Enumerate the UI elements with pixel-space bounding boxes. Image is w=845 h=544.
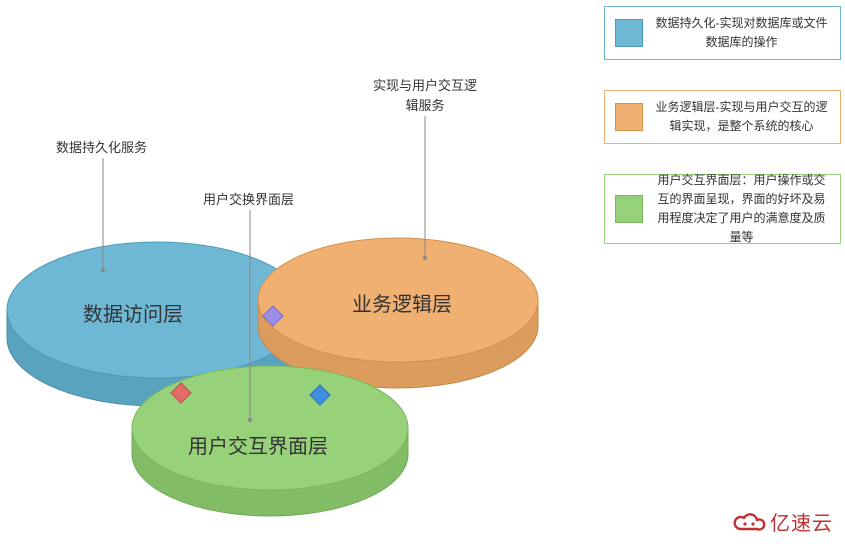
legend-swatch-ui — [615, 195, 643, 223]
callout-ui-exchange-label: 用户交换界面层 — [203, 190, 294, 210]
legend-user-interface: 用户交互界面层：用户操作或交互的界面呈现，界面的好坏及易用程度决定了用户的满意度… — [604, 174, 841, 244]
legend-swatch-business — [615, 103, 643, 131]
brand-text: 亿速云 — [770, 507, 833, 536]
legend-text-business: 业务逻辑层-实现与用户交互的逻辑实现，是整个系统的核心 — [653, 98, 830, 136]
legend-text-ui: 用户交互界面层：用户操作或交互的界面呈现，界面的好坏及易用程度决定了用户的满意度… — [653, 171, 830, 248]
diagram-canvas: 数据访问层 业务逻辑层 用户交互界面层 数据持久化服务 用户交换界面层 实现与用… — [0, 0, 845, 544]
legend-data-persistence: 数据持久化-实现对数据库或文件数据库的操作 — [604, 6, 841, 60]
disc-label-user-interface: 用户交互界面层 — [188, 430, 328, 459]
disc-label-data-access: 数据访问层 — [83, 298, 183, 327]
legend-business-logic: 业务逻辑层-实现与用户交互的逻辑实现，是整个系统的核心 — [604, 90, 841, 144]
callout-ui-logic-label: 实现与用户交互逻 辑服务 — [373, 76, 477, 115]
disc-label-business-logic: 业务逻辑层 — [352, 288, 452, 317]
brand-logo: 亿速云 — [732, 507, 833, 536]
cloud-icon — [732, 511, 766, 533]
callout-persist-label: 数据持久化服务 — [56, 138, 147, 158]
legend-swatch-persistence — [615, 19, 643, 47]
legend-text-persistence: 数据持久化-实现对数据库或文件数据库的操作 — [653, 14, 830, 52]
